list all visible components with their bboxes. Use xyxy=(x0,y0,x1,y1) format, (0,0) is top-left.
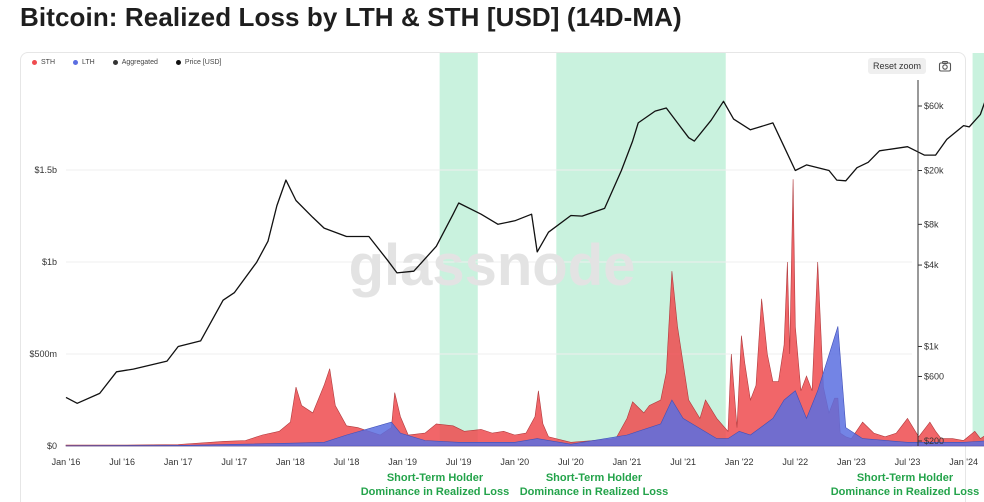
watermark: glassnode xyxy=(349,233,636,298)
legend-item-sth[interactable]: STH xyxy=(32,59,55,66)
annotation-3-line2: Dominance in Realized Loss xyxy=(830,486,980,498)
y-right-tick-label: $60k xyxy=(924,101,944,111)
annotation-3-line1: Short-Term Holder xyxy=(856,472,954,484)
y-right-tick-label: $20k xyxy=(924,166,944,176)
x-tick-label: Jul '19 xyxy=(446,457,472,467)
y-right-tick-label: $600 xyxy=(924,371,944,381)
x-tick-label: Jan '18 xyxy=(276,457,305,467)
y-right-tick-label: $200 xyxy=(924,436,944,446)
price-dot-icon xyxy=(175,60,181,65)
annotation-sth-dominance-2: Short-Term Holder Dominance in Realized … xyxy=(519,471,669,499)
y-left-tick-label: $0 xyxy=(47,441,57,451)
annotation-sth-dominance-1: Short-Term Holder Dominance in Realized … xyxy=(360,471,510,499)
legend-item-lth[interactable]: LTH xyxy=(73,59,95,66)
y-right-tick-label: $4k xyxy=(924,260,939,270)
y-left-tick-label: $1.5b xyxy=(34,165,57,175)
page-title: Bitcoin: Realized Loss by LTH & STH [USD… xyxy=(20,2,682,32)
annotation-2-line2: Dominance in Realized Loss xyxy=(519,486,669,498)
legend-label-sth: STH xyxy=(41,59,55,66)
x-tick-label: Jul '18 xyxy=(334,457,360,467)
x-tick-label: Jul '21 xyxy=(670,457,696,467)
annotation-1-line1: Short-Term Holder xyxy=(386,472,484,484)
aggregated-dot-icon xyxy=(112,60,118,65)
x-tick-label: Jul '17 xyxy=(221,457,247,467)
highlight-band-1 xyxy=(439,53,478,446)
x-tick-label: Jul '16 xyxy=(109,457,135,467)
sth-area xyxy=(65,179,984,447)
x-tick-label: Jan '17 xyxy=(164,457,193,467)
x-tick-label: Jan '23 xyxy=(837,457,866,467)
x-tick-label: Jan '19 xyxy=(388,457,417,467)
camera-icon[interactable] xyxy=(938,59,952,73)
y-left-tick-label: $1b xyxy=(42,257,57,267)
legend-item-price[interactable]: Price [USD] xyxy=(175,59,222,66)
legend-label-aggregated: Aggregated xyxy=(121,59,158,66)
x-tick-label: Jan '20 xyxy=(500,457,529,467)
annotation-2-line1: Short-Term Holder xyxy=(545,472,643,484)
x-tick-label: Jul '20 xyxy=(558,457,584,467)
price-line xyxy=(65,100,984,404)
highlight-band-2 xyxy=(556,53,726,446)
x-tick-label: Jan '24 xyxy=(949,457,978,467)
legend-label-price: Price [USD] xyxy=(184,59,222,66)
lth-dot-icon xyxy=(73,60,78,65)
x-tick-label: Jan '21 xyxy=(613,457,642,467)
sth-dot-icon xyxy=(32,60,37,65)
y-left-tick-label: $500m xyxy=(29,349,57,359)
lth-area xyxy=(65,326,984,447)
x-tick-label: Jul '22 xyxy=(782,457,808,467)
y-right-tick-label: $8k xyxy=(924,219,939,229)
chart-legend: STH LTH Aggregated Price [USD] xyxy=(32,59,221,66)
x-tick-label: Jan '16 xyxy=(52,457,81,467)
legend-label-lth: LTH xyxy=(82,59,95,66)
legend-item-aggregated[interactable]: Aggregated xyxy=(112,59,158,66)
highlight-band-3 xyxy=(972,53,984,446)
reset-zoom-button[interactable]: Reset zoom xyxy=(868,58,926,74)
y-right-tick-label: $1k xyxy=(924,341,939,351)
annotation-sth-dominance-3: Short-Term Holder Dominance in Realized … xyxy=(830,471,980,499)
x-tick-label: Jul '23 xyxy=(895,457,921,467)
x-tick-label: Jan '22 xyxy=(725,457,754,467)
annotation-1-line2: Dominance in Realized Loss xyxy=(360,486,510,498)
